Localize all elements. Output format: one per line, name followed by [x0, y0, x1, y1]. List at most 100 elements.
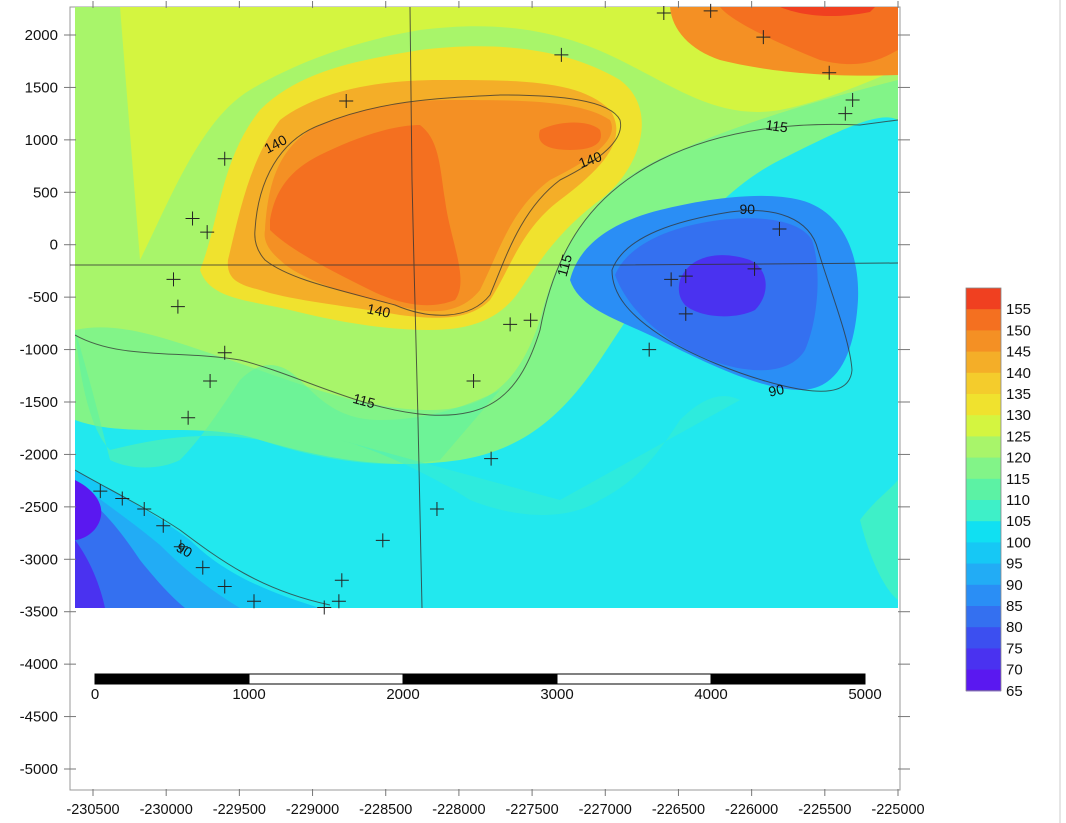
legend-swatch	[966, 606, 1001, 628]
sample-point-marker	[115, 491, 130, 506]
legend-label: 125	[1006, 428, 1031, 445]
scale-bar-label: 4000	[694, 686, 727, 703]
sample-point-marker	[217, 579, 232, 594]
x-tick-label: -225500	[798, 802, 851, 818]
sample-point-marker	[339, 94, 354, 109]
x-tick-label: -227000	[579, 802, 632, 818]
sample-point-marker	[429, 501, 444, 516]
x-tick-label: -228000	[432, 802, 485, 818]
legend-border	[965, 287, 1002, 692]
x-tick-label: -229000	[286, 802, 339, 818]
sample-point-marker	[166, 272, 181, 287]
legend-label: 105	[1006, 513, 1031, 530]
sample-point-marker	[375, 533, 390, 548]
y-tick-label: -5000	[20, 761, 58, 778]
scale-bar-segment	[402, 673, 558, 685]
sample-point-marker	[838, 106, 853, 121]
legend-label: 95	[1006, 556, 1023, 573]
color-legend: 155 150 145 140 135 130 125 120 115 110 105 100 95 90…	[965, 287, 1031, 700]
legend-swatch	[966, 584, 1001, 607]
sample-point-marker	[664, 272, 679, 287]
y-tick-label: 1500	[25, 79, 58, 96]
contour-label: 90	[174, 539, 196, 561]
legend-label: 70	[1006, 662, 1023, 679]
sample-point-marker	[181, 410, 196, 425]
legend-label: 120	[1006, 450, 1031, 467]
legend-swatch	[966, 648, 1001, 671]
x-tick-label: -225000	[871, 802, 924, 818]
sample-point-marker	[747, 261, 762, 276]
legend-label: 155	[1006, 301, 1031, 318]
sample-point-marker	[331, 594, 346, 609]
sample-points	[93, 3, 860, 615]
legend-label: 90	[1006, 577, 1023, 594]
sample-point-marker	[247, 594, 261, 609]
y-tick-label: -1000	[20, 342, 58, 359]
sample-point-marker	[678, 306, 693, 321]
legend-label: 65	[1006, 683, 1023, 700]
y-tick-label: -1500	[20, 394, 58, 411]
y-tick-label: -4000	[20, 656, 58, 673]
sample-point-marker	[317, 600, 332, 615]
legend-label: 100	[1006, 534, 1031, 551]
sample-point-marker	[822, 65, 837, 80]
sample-point-marker	[93, 484, 108, 499]
sample-point-marker	[503, 317, 518, 332]
sample-point-marker	[678, 269, 693, 284]
sample-point-marker	[200, 225, 215, 240]
legend-label: 150	[1006, 322, 1031, 339]
contour-label: 90	[767, 381, 786, 400]
legend-swatch	[966, 627, 1001, 649]
legend-label: 85	[1006, 598, 1023, 615]
y-tick-label: 2000	[25, 27, 58, 44]
legend-label: 75	[1006, 640, 1023, 657]
y-tick-label: -3500	[20, 604, 58, 621]
scale-bar: 0 1000 2000 3000 4000 5000	[91, 673, 882, 703]
x-axis: -230500 -230000 -229500 -229000 -228500 -2280…	[66, 1, 925, 818]
y-tick-label: 500	[33, 184, 58, 201]
sample-point-marker	[466, 374, 481, 389]
sample-point-marker	[656, 5, 671, 20]
legend-label: 135	[1006, 386, 1031, 403]
legend-label: 115	[1006, 471, 1030, 488]
scale-bar-label: 0	[91, 686, 99, 703]
sample-point-marker	[703, 3, 718, 18]
legend-label: 140	[1006, 365, 1031, 382]
sample-point-marker	[195, 560, 210, 575]
track-lines	[70, 6, 899, 609]
contour-field	[75, 7, 898, 608]
y-tick-label: -500	[28, 289, 58, 306]
legend-swatch	[966, 394, 1001, 416]
sample-point-marker	[845, 93, 860, 108]
y-tick-label: 0	[50, 237, 58, 254]
legend-swatch	[966, 415, 1001, 437]
sample-point-marker	[772, 221, 787, 236]
sample-point-marker	[642, 342, 657, 357]
legend-label: 80	[1006, 619, 1023, 636]
sample-point-marker	[484, 451, 499, 466]
legend-swatch	[966, 288, 1001, 310]
sample-point-marker	[137, 501, 152, 516]
legend-swatch	[966, 478, 1001, 501]
legend-swatch	[966, 542, 1001, 565]
contour-label: 90	[739, 201, 755, 217]
scale-bar-segment	[556, 673, 712, 685]
y-axis: 2000150010005000-500-1000-1500-2000-2500…	[20, 27, 910, 778]
contour-label: 115	[351, 390, 377, 411]
legend-swatch	[966, 669, 1001, 692]
sample-point-marker	[185, 211, 200, 226]
x-tick-label: -230000	[140, 802, 193, 818]
y-tick-label: -2000	[20, 446, 58, 463]
legend-label: 130	[1006, 407, 1031, 424]
legend-swatch	[966, 563, 1001, 586]
sample-point-marker	[523, 313, 538, 328]
legend-swatch	[966, 457, 1001, 480]
y-tick-label: 1000	[25, 132, 58, 149]
scale-bar-segment	[94, 673, 250, 685]
x-tick-label: -230500	[66, 802, 119, 818]
legend-swatch	[966, 521, 1001, 543]
y-tick-label: -3000	[20, 551, 58, 568]
x-tick-label: -229500	[213, 802, 266, 818]
scale-bar-label: 5000	[848, 686, 881, 703]
